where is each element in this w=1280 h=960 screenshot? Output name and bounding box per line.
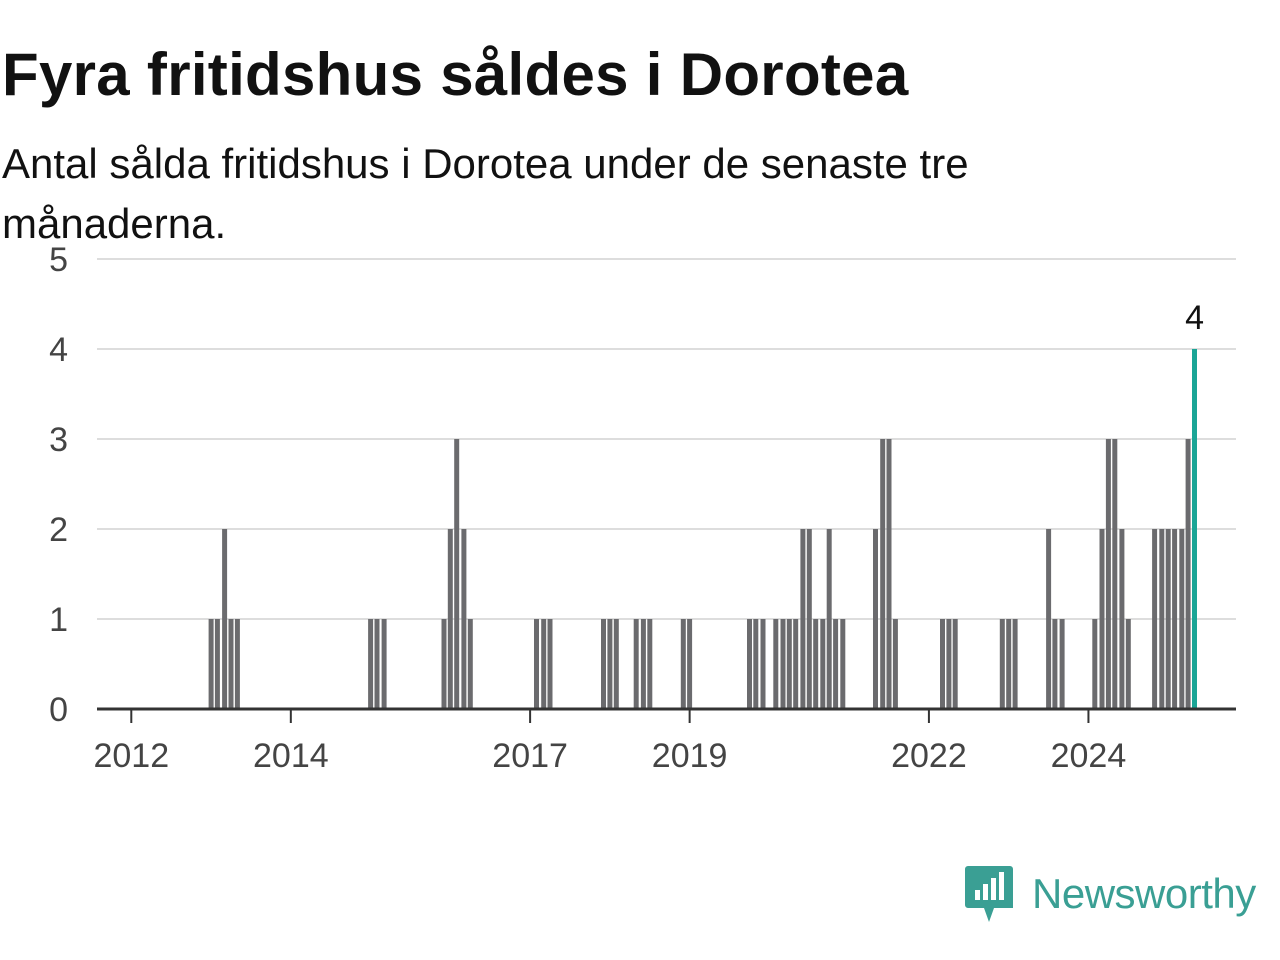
axes — [97, 707, 1236, 723]
bar — [820, 619, 826, 709]
chart-title: Fyra fritidshus såldes i Dorotea — [2, 41, 909, 108]
bar — [234, 619, 240, 709]
bar — [952, 619, 958, 709]
x-tick-label: 2017 — [492, 737, 568, 775]
bar — [381, 619, 387, 709]
bar — [447, 529, 453, 709]
bar — [461, 529, 467, 709]
bar — [441, 619, 447, 709]
bar — [1112, 439, 1118, 709]
y-tick-label: 3 — [49, 421, 68, 459]
bar — [1046, 529, 1052, 709]
bar — [940, 619, 945, 709]
bar — [647, 619, 653, 709]
bar — [760, 619, 766, 709]
bar — [753, 619, 759, 709]
bar — [687, 619, 693, 709]
bars — [208, 349, 1197, 709]
bar-data-label: 4 — [1185, 299, 1204, 337]
bar-chart: 0 1 2 3 4 5 4 2012 2014 2017 2019 2022 2024 — [49, 241, 1236, 775]
x-tick-label: 2012 — [93, 737, 169, 775]
logo-text: Newsworthy — [1032, 870, 1256, 917]
bar — [1119, 529, 1125, 709]
bar — [1012, 619, 1018, 709]
bar — [214, 619, 220, 709]
bar — [374, 619, 380, 709]
chart-subtitle: Antal sålda fritidshus i Dorotea under d… — [2, 140, 969, 247]
bar — [534, 619, 539, 709]
bar — [547, 619, 553, 709]
y-tick-label: 5 — [49, 241, 68, 279]
bar — [1159, 529, 1165, 709]
bar — [873, 529, 878, 709]
bar — [680, 619, 686, 709]
grid-lines — [97, 258, 1236, 620]
bar — [780, 619, 786, 709]
bar — [1092, 619, 1098, 709]
bar — [773, 619, 779, 709]
y-tick-label: 1 — [49, 601, 68, 639]
bar — [800, 529, 806, 709]
bar — [806, 529, 812, 709]
x-tick-label: 2019 — [652, 737, 728, 775]
y-tick-label: 0 — [49, 691, 68, 729]
newsworthy-logo: Newsworthy — [964, 864, 1256, 924]
bar — [840, 619, 846, 709]
bar — [454, 439, 460, 709]
bar — [541, 619, 547, 709]
bar — [1125, 619, 1131, 709]
bar — [222, 529, 228, 709]
bar — [640, 619, 646, 709]
newsworthy-chart-icon — [965, 866, 1013, 922]
bar — [1185, 439, 1191, 709]
bar — [747, 619, 752, 709]
bar — [1179, 529, 1185, 709]
bar — [613, 619, 619, 709]
bar — [1059, 619, 1065, 709]
bar — [793, 619, 799, 709]
bar — [1052, 619, 1058, 709]
bar — [607, 619, 613, 709]
bar — [813, 619, 819, 709]
x-tick-label: 2014 — [253, 737, 329, 775]
bar — [228, 619, 234, 709]
bar — [1152, 529, 1158, 709]
bar — [1165, 529, 1171, 709]
bar — [1172, 529, 1178, 709]
bar — [208, 619, 214, 709]
x-tick-label: 2024 — [1051, 737, 1127, 775]
bar — [826, 529, 832, 709]
bar — [1006, 619, 1012, 709]
bar — [633, 619, 639, 709]
bar — [1099, 529, 1105, 709]
bar — [368, 619, 374, 709]
bar — [880, 439, 886, 709]
bar — [833, 619, 839, 709]
tick-labels: 0 1 2 3 4 5 4 2012 2014 2017 2019 2022 2024 — [49, 241, 1204, 775]
bar — [467, 619, 473, 709]
bar — [786, 619, 792, 709]
bar — [601, 619, 606, 709]
bar — [886, 439, 892, 709]
bar-highlight — [1192, 349, 1197, 709]
x-tick-label: 2022 — [891, 737, 967, 775]
bar — [892, 619, 898, 709]
bar — [999, 619, 1005, 709]
y-tick-label: 2 — [49, 511, 68, 549]
bar — [1105, 439, 1111, 709]
y-tick-label: 4 — [49, 331, 68, 369]
bar — [946, 619, 952, 709]
